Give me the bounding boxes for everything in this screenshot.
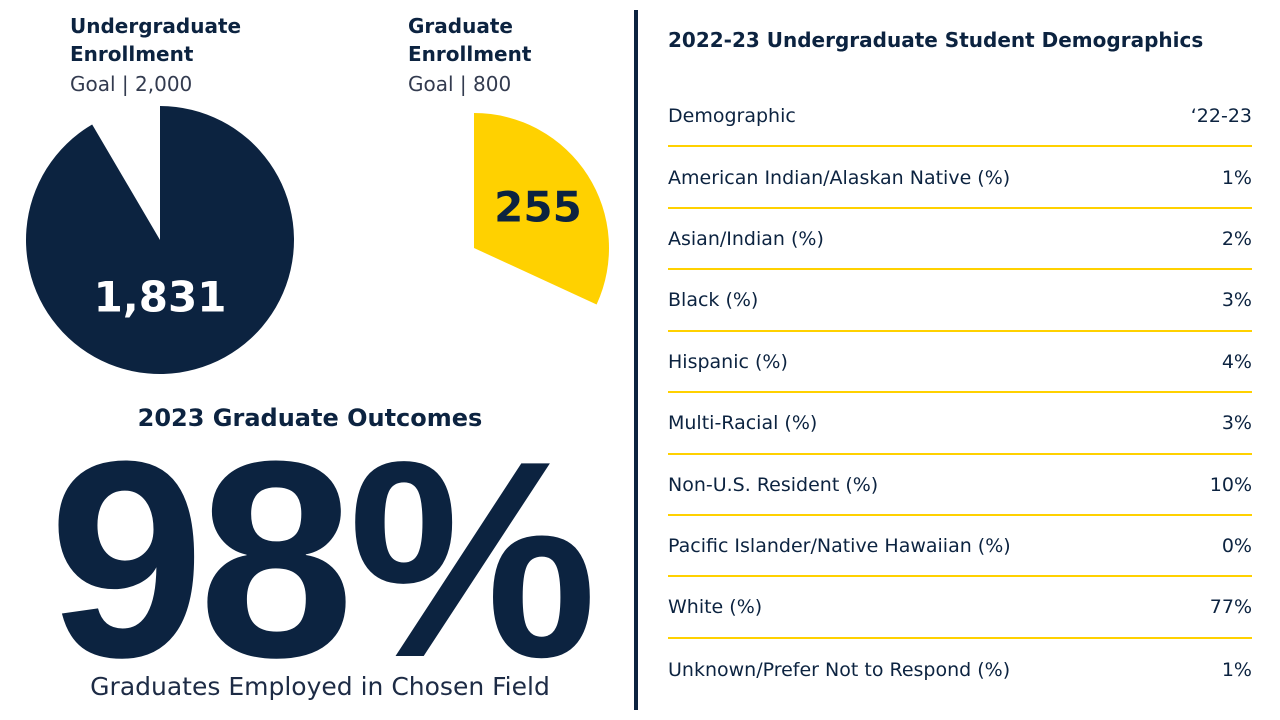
cell-label: Hispanic (%) [668,350,788,373]
cell-label: Demographic [668,104,796,127]
cell-value: 1% [1221,658,1252,681]
cell-value: 10% [1209,473,1252,496]
cell-label: Non-U.S. Resident (%) [668,473,879,496]
cell-value: ‘22-23 [1190,104,1252,127]
table-row: Pacific Islander/Native Hawaiian (%) 0% [668,516,1252,578]
cell-label: Black (%) [668,289,759,312]
goal-label: Goal | [70,72,129,96]
pie-label: 255 [494,183,582,232]
enrollment-title: Undergraduate Enrollment [70,14,242,66]
cell-label: American Indian/Alaskan Native (%) [668,166,1011,189]
goal: Goal | 800 [408,70,511,98]
cell-value: 2% [1221,227,1252,250]
cell-value: 1% [1221,166,1252,189]
pie-label: 1,831 [94,273,227,322]
table-row: Multi-Racial (%) 3% [668,394,1252,455]
cell-value: 3% [1221,289,1252,312]
table-row: White (%) 77% [668,578,1252,639]
cell-value: 4% [1221,350,1252,373]
cell-label: Pacific Islander/Native Hawaiian (%) [668,534,1011,557]
cell-label: Asian/Indian (%) [668,227,824,250]
goal-label: Goal | [408,72,467,96]
cell-value: 77% [1209,596,1252,619]
outcomes-caption: Graduates Employed in Chosen Field [90,672,550,701]
goal-value: 2,000 [135,72,193,96]
table-header: Demographic ‘22-23 [668,86,1252,147]
goal: Goal | 2,000 [70,70,192,98]
table-row: Black (%) 3% [668,271,1252,332]
pie-sector [474,113,609,305]
cell-label: Multi-Racial (%) [668,412,818,435]
cell-value: 3% [1221,412,1252,435]
enrollment-title: Graduate Enrollment [408,14,532,66]
cell-label: White (%) [668,596,763,619]
pie-sector [25,106,295,374]
enrollment-charts: 1,831 255 [25,106,609,374]
table-row: Non-U.S. Resident (%) 10% [668,455,1252,516]
goal-value: 800 [473,72,512,96]
outcomes-title: 2023 Graduate Outcomes [137,404,483,432]
divider [634,10,638,710]
table-row: Asian/Indian (%) 2% [668,209,1252,271]
table-row: Hispanic (%) 4% [668,332,1252,394]
table-row: Unknown/Prefer Not to Respond (%) 1% [668,639,1252,700]
outcomes-value: 98% [48,404,597,716]
table-title: 2022-23 Undergraduate Student Demographi… [668,28,1204,52]
cell-value: 0% [1221,534,1252,557]
table-row: American Indian/Alaskan Native (%) 1% [668,148,1252,209]
cell-label: Unknown/Prefer Not to Respond (%) [668,658,1011,681]
